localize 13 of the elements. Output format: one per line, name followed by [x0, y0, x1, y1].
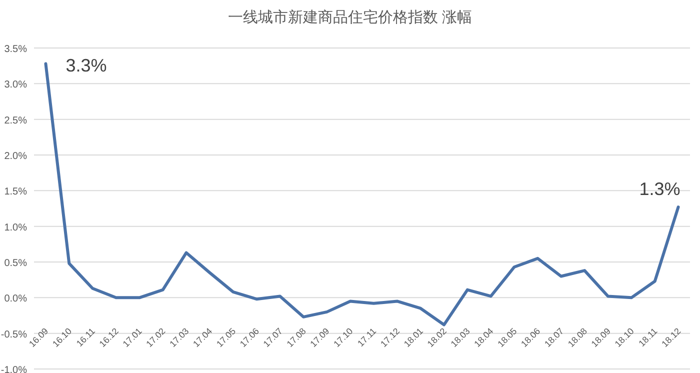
y-tick-label: 1.5% [4, 186, 28, 198]
y-tick-label: 0.0% [4, 294, 28, 305]
y-tick-label: 3.0% [4, 80, 28, 91]
y-tick-label: 3.5% [4, 44, 28, 55]
annotation: 1.3% [639, 179, 680, 200]
y-tick-label: -1.0% [0, 365, 28, 373]
y-tick-label: 2.0% [4, 151, 28, 162]
chart-title: 一线城市新建商品住宅价格指数 涨幅 [228, 9, 472, 26]
y-tick-label: 1.0% [4, 222, 28, 234]
y-tick-label: 0.5% [4, 258, 28, 269]
annotation: 3.3% [66, 56, 107, 76]
y-tick-label: 2.5% [4, 115, 28, 126]
y-tick-label: -0.5% [0, 329, 28, 340]
